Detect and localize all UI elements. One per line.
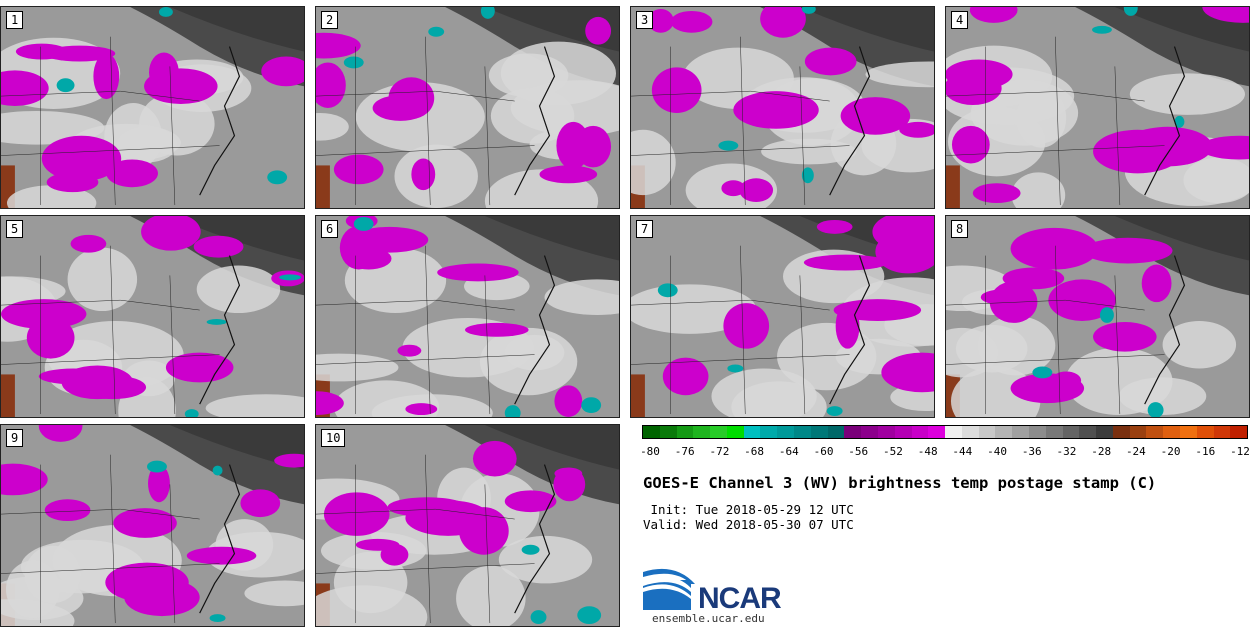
satellite-map bbox=[1, 7, 304, 208]
colorbar-swatch bbox=[1028, 426, 1046, 438]
colorbar-swatch bbox=[877, 426, 895, 438]
colorbar-tick-label: -48 bbox=[917, 445, 938, 458]
panel-number: 4 bbox=[951, 11, 969, 29]
colorbar-tick-label: -28 bbox=[1091, 445, 1112, 458]
colorbar bbox=[642, 425, 1248, 439]
panel-number: 3 bbox=[636, 11, 654, 29]
valid-time: Valid: Wed 2018-05-30 07 UTC bbox=[643, 517, 854, 532]
colorbar-swatch bbox=[961, 426, 979, 438]
postage-stamp-panel: 5 bbox=[0, 215, 305, 418]
colorbar-tick-label: -20 bbox=[1160, 445, 1181, 458]
colorbar-tick-label: -52 bbox=[883, 445, 903, 458]
colorbar-swatch bbox=[1146, 426, 1164, 438]
colorbar-swatch bbox=[743, 426, 761, 438]
postage-stamp-panel: 3 bbox=[630, 6, 935, 209]
colorbar-swatch bbox=[794, 426, 811, 438]
satellite-map bbox=[316, 425, 619, 626]
colorbar-swatch bbox=[978, 426, 996, 438]
satellite-map bbox=[1, 425, 304, 626]
init-time: Init: Tue 2018-05-29 12 UTC bbox=[643, 502, 854, 517]
satellite-map bbox=[631, 7, 934, 208]
panel-number: 7 bbox=[636, 220, 654, 238]
colorbar-swatch bbox=[676, 426, 694, 438]
colorbar-swatch bbox=[643, 426, 660, 438]
colorbar-swatch bbox=[710, 426, 727, 438]
colorbar-tick-label: -44 bbox=[952, 445, 973, 458]
postage-stamp-panel: 4 bbox=[945, 6, 1250, 209]
colorbar-tick-label: -60 bbox=[813, 445, 834, 458]
postage-stamp-panel: 10 bbox=[315, 424, 620, 627]
colorbar-swatch bbox=[1163, 426, 1180, 438]
colorbar-tick-label: -36 bbox=[1021, 445, 1042, 458]
colorbar-swatch bbox=[726, 426, 744, 438]
postage-stamp-panel: 6 bbox=[315, 215, 620, 418]
colorbar-swatch bbox=[894, 426, 912, 438]
postage-stamp-panel: 8 bbox=[945, 215, 1250, 418]
colorbar-swatch bbox=[827, 426, 845, 438]
colorbar-swatch bbox=[1062, 426, 1080, 438]
colorbar-swatch bbox=[1045, 426, 1063, 438]
colorbar-tick-label: -72 bbox=[709, 445, 730, 458]
figure-title: GOES-E Channel 3 (WV) brightness temp po… bbox=[643, 474, 1157, 492]
colorbar-swatch bbox=[777, 426, 795, 438]
colorbar-swatch bbox=[1112, 426, 1130, 438]
ncar-url: ensemble.ucar.edu bbox=[652, 612, 765, 625]
satellite-map bbox=[946, 7, 1249, 208]
ncar-logo-icon bbox=[643, 568, 695, 610]
colorbar-ticks: -80 -76 -72 -68 -64 -60 -56 -52 -48 -44 -40 -36 -32 -… bbox=[640, 445, 1250, 459]
colorbar-swatch bbox=[945, 426, 962, 438]
colorbar-tick-label: -68 bbox=[744, 445, 765, 458]
colorbar-tick-label: -16 bbox=[1195, 445, 1216, 458]
panel-number: 2 bbox=[321, 11, 339, 29]
colorbar-tick-label: -80 bbox=[640, 445, 660, 458]
colorbar-swatch bbox=[1129, 426, 1147, 438]
colorbar-swatch bbox=[844, 426, 862, 438]
colorbar-tick-label: -32 bbox=[1056, 445, 1077, 458]
colorbar-swatch bbox=[760, 426, 778, 438]
colorbar-tick-label: -64 bbox=[778, 445, 799, 458]
colorbar-swatch bbox=[810, 426, 828, 438]
postage-stamp-panel: 7 bbox=[630, 215, 935, 418]
panel-number: 9 bbox=[6, 429, 24, 447]
colorbar-swatch bbox=[1213, 426, 1231, 438]
colorbar-swatch bbox=[1079, 426, 1097, 438]
postage-stamp-panel: 1 bbox=[0, 6, 305, 209]
postage-stamp-panel: 2 bbox=[315, 6, 620, 209]
colorbar-swatch bbox=[659, 426, 677, 438]
colorbar-swatch bbox=[911, 426, 929, 438]
colorbar-swatch bbox=[693, 426, 711, 438]
colorbar-swatch bbox=[861, 426, 878, 438]
colorbar-swatch bbox=[928, 426, 946, 438]
satellite-map bbox=[316, 216, 619, 417]
satellite-map bbox=[631, 216, 934, 417]
panel-number: 10 bbox=[321, 429, 346, 447]
colorbar-tick-label: -24 bbox=[1125, 445, 1146, 458]
satellite-map bbox=[316, 7, 619, 208]
satellite-map bbox=[946, 216, 1249, 417]
postage-stamp-panel: 9 bbox=[0, 424, 305, 627]
colorbar-tick-label: -40 bbox=[987, 445, 1007, 458]
satellite-map bbox=[1, 216, 304, 417]
colorbar-swatch bbox=[1230, 426, 1248, 438]
colorbar-swatch bbox=[1096, 426, 1113, 438]
colorbar-tick-label: -56 bbox=[848, 445, 869, 458]
panel-number: 1 bbox=[6, 11, 24, 29]
panel-number: 6 bbox=[321, 220, 339, 238]
colorbar-swatch bbox=[1180, 426, 1197, 438]
colorbar-swatch bbox=[995, 426, 1013, 438]
colorbar-swatch bbox=[1012, 426, 1029, 438]
panel-number: 5 bbox=[6, 220, 24, 238]
ncar-logo-text: NCAR bbox=[698, 582, 782, 615]
panel-number: 8 bbox=[951, 220, 969, 238]
colorbar-tick-label: -12 bbox=[1230, 445, 1250, 458]
colorbar-swatch bbox=[1196, 426, 1214, 438]
colorbar-tick-label: -76 bbox=[674, 445, 695, 458]
